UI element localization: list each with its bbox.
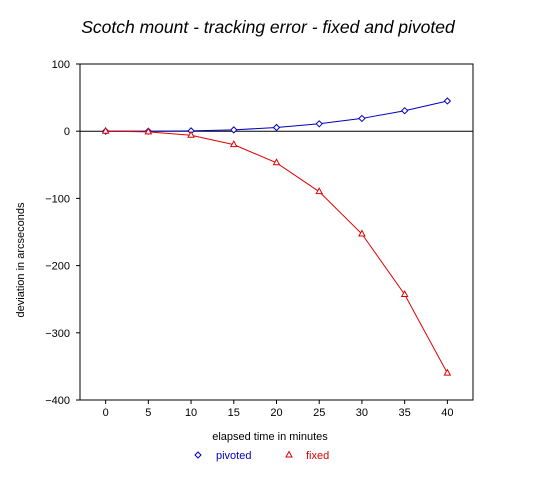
- y-tick-label: −200: [45, 261, 70, 273]
- chart-title: Scotch mount - tracking error - fixed an…: [81, 17, 456, 37]
- x-tick-label: 5: [145, 407, 151, 419]
- x-tick-label: 25: [313, 407, 325, 419]
- legend-label-fixed: fixed: [306, 450, 329, 462]
- series-line-fixed: [106, 131, 448, 373]
- x-tick-label: 10: [185, 407, 197, 419]
- x-tick-label: 30: [356, 407, 368, 419]
- x-tick-label: 40: [441, 407, 453, 419]
- data-point-pivoted: [274, 125, 280, 131]
- x-tick-label: 35: [399, 407, 411, 419]
- data-point-pivoted: [444, 98, 450, 104]
- legend-label-pivoted: pivoted: [216, 450, 251, 462]
- x-axis: 0 5 10 15 20 25 30 35 40: [103, 400, 454, 419]
- y-tick-label: 100: [52, 59, 70, 71]
- legend: pivoted fixed: [195, 450, 329, 462]
- data-point-fixed: [188, 132, 194, 138]
- y-tick-label: −400: [45, 395, 70, 407]
- y-axis: 100 0 −100 −200 −300 −400: [45, 59, 80, 407]
- x-tick-label: 15: [228, 407, 240, 419]
- y-tick-label: 0: [64, 126, 70, 138]
- legend-marker-pivoted: [195, 452, 201, 458]
- x-tick-label: 0: [103, 407, 109, 419]
- data-point-fixed: [444, 370, 450, 376]
- data-point-pivoted: [231, 127, 237, 133]
- x-tick-label: 20: [270, 407, 282, 419]
- data-point-fixed: [316, 188, 322, 194]
- x-axis-label: elapsed time in minutes: [212, 431, 328, 443]
- y-axis-label: deviation in arcseconds: [15, 202, 27, 317]
- series-layer: [103, 98, 451, 375]
- y-tick-label: −300: [45, 328, 70, 340]
- data-point-pivoted: [316, 121, 322, 127]
- data-point-pivoted: [359, 115, 365, 121]
- y-tick-label: −100: [45, 193, 70, 205]
- data-point-pivoted: [402, 108, 408, 114]
- plot-area: [80, 64, 473, 400]
- legend-marker-fixed: [286, 452, 292, 458]
